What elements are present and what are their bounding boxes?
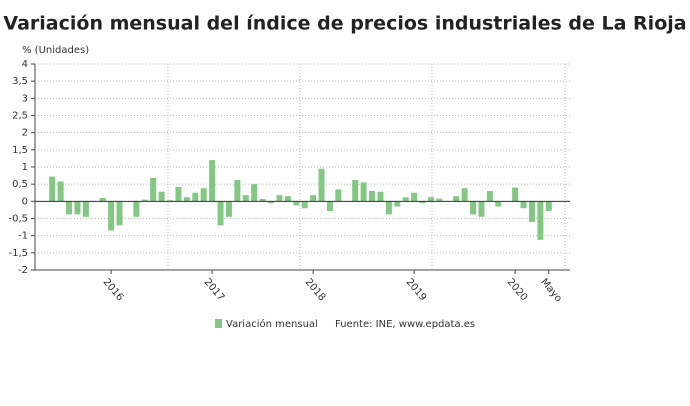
y-tick-label: 0 <box>22 196 28 207</box>
bar <box>326 201 333 211</box>
x-tick-label: 2019 <box>404 277 429 304</box>
y-tick-label: 4 <box>22 59 28 70</box>
y-tick-label: 1 <box>22 162 28 173</box>
bar <box>461 188 468 202</box>
bar <box>352 180 359 202</box>
bar <box>394 201 401 207</box>
bar <box>427 197 434 202</box>
bar <box>217 201 224 226</box>
y-tick-label: 2,5 <box>12 111 28 122</box>
bar <box>512 187 519 202</box>
bar <box>74 201 81 215</box>
bar <box>268 201 275 204</box>
bar <box>453 196 460 202</box>
bar <box>175 186 182 202</box>
bar <box>158 191 165 202</box>
bar <box>49 176 56 202</box>
bar <box>116 201 123 226</box>
bar <box>545 201 552 211</box>
bar <box>478 201 485 217</box>
bar <box>436 198 443 202</box>
bar <box>82 201 89 217</box>
bar <box>293 201 300 206</box>
y-tick-label: 1,5 <box>12 145 28 156</box>
bar <box>99 197 106 202</box>
source: Fuente: INE, www.epdata.es <box>335 319 475 330</box>
y-tick-label: -1,5 <box>8 248 28 259</box>
bar <box>225 201 232 217</box>
bar <box>495 201 502 207</box>
bar <box>183 197 190 202</box>
bar <box>335 189 342 202</box>
y-tick-label: 0,5 <box>12 179 28 190</box>
bar <box>133 201 140 217</box>
y-tick-label: -1 <box>18 231 28 242</box>
bar <box>150 177 157 202</box>
bar <box>66 201 73 215</box>
x-tick-label: 2016 <box>101 277 126 304</box>
bar <box>528 201 535 222</box>
bar <box>284 196 291 202</box>
x-tick-label: 2017 <box>202 277 227 304</box>
bar <box>318 168 325 202</box>
y-tick-label: 3 <box>22 93 28 104</box>
bar <box>377 191 384 202</box>
bar <box>369 191 376 202</box>
bar <box>234 180 241 202</box>
bar <box>520 201 527 209</box>
y-tick-label: 2 <box>22 128 28 139</box>
x-tick-label: Mayo <box>538 277 564 305</box>
bar <box>242 195 249 202</box>
y-tick-label: -0,5 <box>8 214 28 225</box>
y-axis-label: % (Unidades) <box>22 45 89 56</box>
x-tick-label: 2018 <box>303 277 328 304</box>
bar <box>360 182 367 202</box>
bar <box>251 184 258 202</box>
bar <box>470 201 477 215</box>
bar <box>108 201 115 231</box>
bar <box>419 201 426 204</box>
bar <box>402 197 409 202</box>
legend-label: Variación mensual <box>226 318 318 330</box>
bar <box>411 192 418 202</box>
y-tick-label: -2 <box>18 265 28 276</box>
bar <box>310 195 317 202</box>
bar <box>276 195 283 202</box>
bar <box>537 201 544 240</box>
bar <box>57 181 64 202</box>
bar <box>141 199 148 202</box>
bar <box>301 201 308 209</box>
bar <box>259 198 266 202</box>
bar <box>192 192 199 202</box>
bar <box>486 191 493 202</box>
y-tick-label: 3,5 <box>12 76 28 87</box>
bar <box>200 188 207 202</box>
bar <box>209 160 216 202</box>
bar <box>167 200 174 202</box>
bar <box>385 201 392 215</box>
chart-title: Variación mensual del índice de precios … <box>3 13 686 35</box>
x-tick-label: 2020 <box>505 277 530 304</box>
legend-swatch <box>215 319 222 328</box>
